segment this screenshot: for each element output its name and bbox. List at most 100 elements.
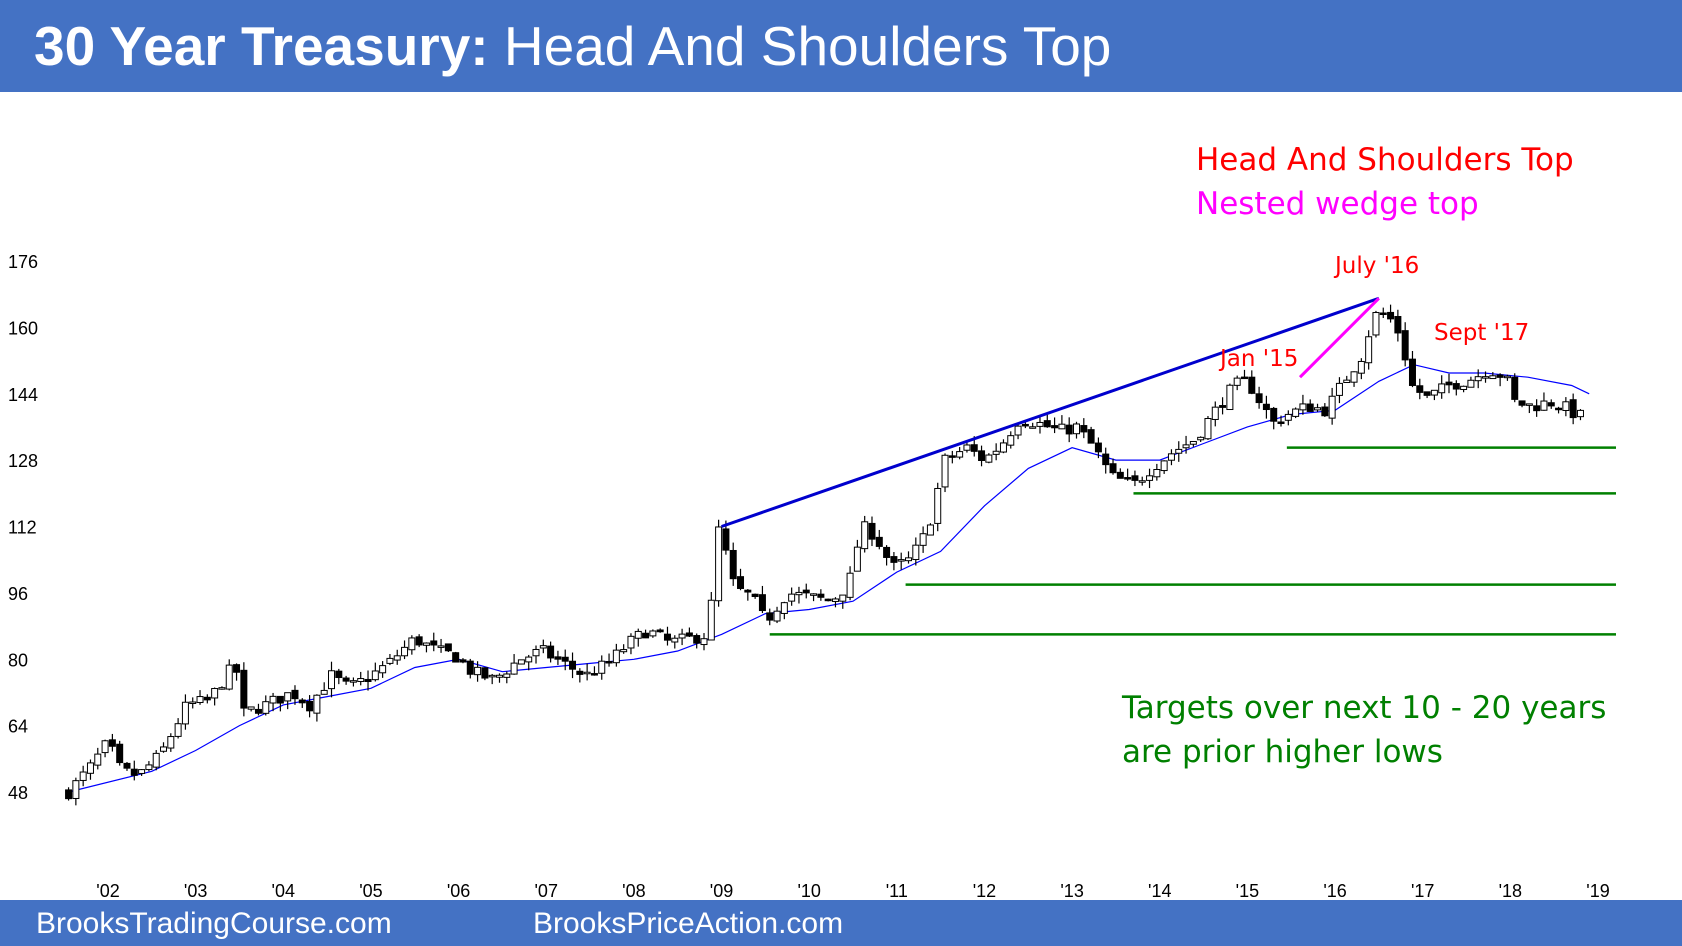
candle-up: [627, 635, 635, 649]
x-tick-label: '07: [535, 881, 558, 900]
candle-down: [1569, 399, 1577, 419]
candle-down: [65, 789, 73, 800]
candle-up: [1335, 382, 1343, 396]
candle-down: [123, 762, 131, 769]
candle-up: [503, 673, 511, 678]
candle-up: [861, 521, 869, 550]
candle-up: [839, 594, 847, 602]
candle-down: [817, 593, 825, 598]
candle-down: [1401, 330, 1409, 361]
annotations: Head And Shoulders Top Nested wedge top Ju…: [1121, 142, 1606, 770]
candle-down: [663, 633, 671, 641]
candle-down: [978, 450, 986, 461]
candle-up: [1146, 475, 1154, 481]
candle-up: [517, 659, 525, 665]
candle-down: [883, 546, 891, 558]
candle-down: [240, 669, 248, 709]
candle-up: [912, 544, 920, 561]
x-tick-label: '08: [622, 881, 645, 900]
candle-up: [1343, 379, 1351, 384]
candle-up: [956, 451, 964, 458]
candle-up: [1328, 395, 1336, 419]
annotation-july-16: July '16: [1333, 253, 1419, 279]
candle-up: [1197, 436, 1205, 441]
moving-average-line: [68, 364, 1590, 793]
candle-down: [1496, 374, 1504, 378]
candle-up: [189, 701, 197, 704]
candle-down: [642, 632, 650, 639]
candle-up: [94, 753, 102, 766]
candles: [65, 304, 1584, 806]
candle-up: [810, 593, 818, 596]
candle-up: [707, 599, 715, 641]
title-bold: 30 Year Treasury:: [34, 15, 489, 77]
candle-down: [1511, 376, 1519, 400]
candle-down: [1408, 358, 1416, 386]
candle-up: [649, 630, 657, 637]
title-bar: [0, 0, 1682, 92]
target-lines: [769, 446, 1616, 636]
annotation-nested-wedge: Nested wedge top: [1196, 186, 1479, 222]
x-tick-label: '19: [1586, 881, 1609, 900]
candle-up: [897, 559, 905, 562]
candle-up: [422, 642, 430, 646]
candle-up: [328, 670, 335, 690]
candle-down: [1445, 381, 1453, 386]
candle-down: [1423, 391, 1431, 396]
candle-down: [758, 594, 766, 612]
candle-up: [474, 666, 482, 676]
candle-down: [766, 612, 774, 621]
candle-up: [941, 454, 949, 488]
candle-up: [1314, 407, 1322, 411]
y-tick-label: 160: [8, 318, 38, 338]
candle-up: [1058, 423, 1066, 430]
candle-up: [1284, 413, 1292, 421]
x-axis: '02 '03 '04 '05 '06 '07 '08 '09 '10 '11 '12 '13 '14 '…: [96, 881, 1609, 900]
x-tick-label: '05: [359, 881, 382, 900]
candle-up: [386, 657, 394, 664]
x-tick-label: '12: [973, 881, 996, 900]
x-tick-label: '13: [1060, 881, 1083, 900]
candle-down: [298, 699, 306, 704]
candle-up: [262, 701, 270, 714]
candle-down: [306, 700, 314, 712]
candle-up: [145, 764, 153, 771]
candle-down: [1124, 477, 1132, 480]
candle-down: [685, 632, 693, 637]
candle-up: [320, 689, 328, 695]
candle-down: [1533, 405, 1541, 412]
footer-left-link[interactable]: BrooksTradingCourse.com: [36, 907, 392, 940]
candle-down: [1321, 406, 1329, 417]
candle-down: [1131, 475, 1139, 481]
candle-up: [1167, 453, 1175, 461]
candle-down: [1379, 312, 1387, 316]
candle-down: [824, 598, 832, 602]
candle-up: [905, 557, 913, 562]
candle-up: [678, 633, 686, 639]
y-tick-label: 80: [8, 650, 28, 670]
candle-up: [1182, 444, 1190, 449]
candle-up: [1540, 400, 1548, 411]
y-axis: 48 64 80 96 112 128 144 160 176: [8, 252, 38, 803]
x-tick-label: '03: [184, 881, 207, 900]
x-tick-label: '16: [1323, 881, 1346, 900]
moving-average: [68, 364, 1590, 793]
candle-down: [576, 670, 584, 675]
candle-up: [539, 645, 547, 649]
candle-up: [1204, 418, 1212, 440]
x-tick-label: '09: [710, 881, 733, 900]
candle-down: [481, 667, 489, 679]
candle-down: [554, 656, 562, 660]
candle-up: [1299, 403, 1307, 411]
candle-up: [934, 487, 942, 524]
candle-down: [656, 629, 664, 633]
x-tick-label: '17: [1411, 881, 1434, 900]
candle-up: [218, 687, 226, 690]
candle-up: [1226, 384, 1234, 411]
candle-down: [1394, 316, 1402, 334]
candle-up: [700, 638, 708, 646]
candle-down: [1051, 425, 1059, 429]
candle-down: [1547, 402, 1555, 407]
footer-right-link[interactable]: BrooksPriceAction.com: [533, 907, 844, 940]
candle-up: [1014, 425, 1022, 436]
